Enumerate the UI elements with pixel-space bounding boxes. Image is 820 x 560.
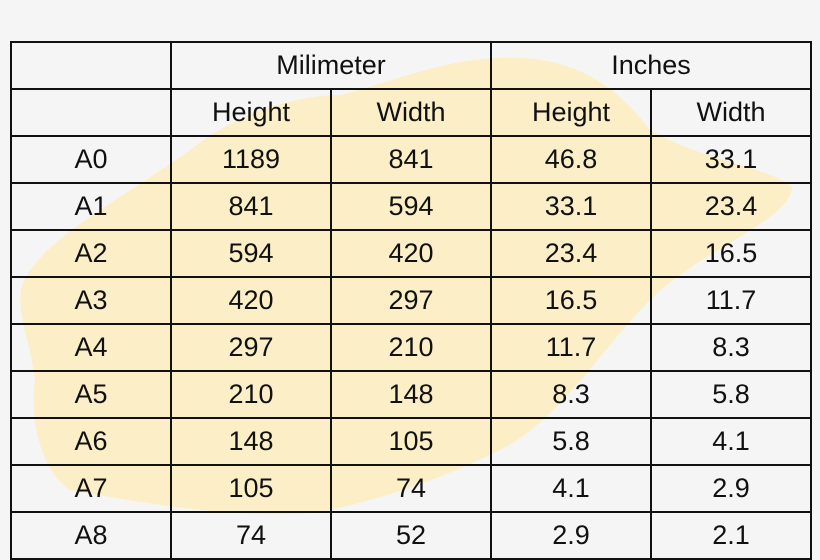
mm-height-cell: 594: [170, 229, 332, 278]
table-row: A2 594 420 23.4 16.5: [10, 229, 813, 278]
size-cell: A5: [10, 370, 172, 419]
empty-corner-cell: [10, 88, 172, 137]
size-cell: A6: [10, 417, 172, 466]
table-row: A4 297 210 11.7 8.3: [10, 323, 813, 372]
mm-height-cell: 210: [170, 370, 332, 419]
mm-width-cell: 74: [329, 464, 493, 513]
header-mm-height: Height: [170, 88, 332, 137]
mm-height-cell: 841: [170, 182, 332, 231]
mm-width-cell: 297: [329, 276, 493, 325]
mm-width-cell: 52: [329, 511, 493, 560]
in-width-cell: 33.1: [650, 135, 813, 184]
in-height-cell: 4.1: [490, 464, 653, 513]
table-row: A8 74 52 2.9 2.1: [10, 511, 813, 560]
in-height-cell: 11.7: [490, 323, 653, 372]
empty-corner-cell: [10, 41, 172, 90]
mm-height-cell: 148: [170, 417, 332, 466]
in-width-cell: 16.5: [650, 229, 813, 278]
size-cell: A4: [10, 323, 172, 372]
mm-height-cell: 420: [170, 276, 332, 325]
header-row-dimensions: Height Width Height Width: [10, 88, 813, 137]
paper-size-table: Milimeter Inches Height Width Height Wid…: [10, 41, 813, 560]
mm-width-cell: 594: [329, 182, 493, 231]
in-width-cell: 11.7: [650, 276, 813, 325]
size-cell: A1: [10, 182, 172, 231]
in-height-cell: 2.9: [490, 511, 653, 560]
table-row: A0 1189 841 46.8 33.1: [10, 135, 813, 184]
header-mm-width: Width: [329, 88, 493, 137]
mm-width-cell: 105: [329, 417, 493, 466]
mm-width-cell: 841: [329, 135, 493, 184]
header-milimeter: Milimeter: [169, 41, 493, 90]
table-row: A1 841 594 33.1 23.4: [10, 182, 813, 231]
header-in-width: Width: [650, 88, 813, 137]
mm-width-cell: 148: [329, 370, 493, 419]
mm-width-cell: 210: [329, 323, 493, 372]
size-cell: A8: [10, 511, 172, 560]
in-width-cell: 4.1: [650, 417, 813, 466]
table-row: A6 148 105 5.8 4.1: [10, 417, 813, 466]
in-height-cell: 23.4: [490, 229, 653, 278]
table-row: A5 210 148 8.3 5.8: [10, 370, 813, 419]
mm-height-cell: 1189: [170, 135, 332, 184]
in-width-cell: 2.9: [650, 464, 813, 513]
size-cell: A2: [10, 229, 172, 278]
in-width-cell: 23.4: [650, 182, 813, 231]
in-height-cell: 33.1: [490, 182, 653, 231]
in-height-cell: 46.8: [490, 135, 653, 184]
size-cell: A0: [10, 135, 172, 184]
size-cell: A7: [10, 464, 172, 513]
in-height-cell: 8.3: [490, 370, 653, 419]
mm-height-cell: 297: [170, 323, 332, 372]
mm-height-cell: 105: [170, 464, 332, 513]
table-row: A3 420 297 16.5 11.7: [10, 276, 813, 325]
header-in-height: Height: [490, 88, 653, 137]
in-width-cell: 8.3: [650, 323, 813, 372]
in-height-cell: 5.8: [490, 417, 653, 466]
in-width-cell: 2.1: [650, 511, 813, 560]
header-inches: Inches: [490, 41, 813, 90]
size-cell: A3: [10, 276, 172, 325]
header-row-groups: Milimeter Inches: [10, 41, 813, 90]
mm-width-cell: 420: [329, 229, 493, 278]
table-row: A7 105 74 4.1 2.9: [10, 464, 813, 513]
in-height-cell: 16.5: [490, 276, 653, 325]
in-width-cell: 5.8: [650, 370, 813, 419]
mm-height-cell: 74: [170, 511, 332, 560]
